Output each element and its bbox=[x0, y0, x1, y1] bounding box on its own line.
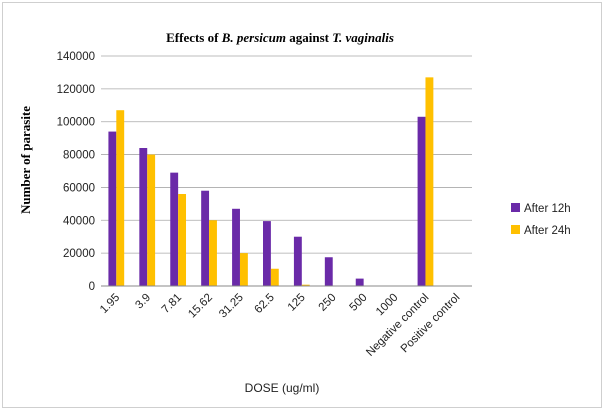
bar-after-24h bbox=[301, 284, 310, 286]
x-tick-label: 7.81 bbox=[160, 292, 184, 316]
bar-after-12h bbox=[232, 208, 240, 286]
legend: After 12h After 24h bbox=[511, 203, 571, 237]
x-tick-label: 125 bbox=[286, 292, 308, 314]
chart-title-part: T. vaginalis bbox=[332, 30, 394, 45]
y-axis-label: Number of parasite bbox=[18, 106, 33, 214]
chart-title-part: against bbox=[286, 30, 332, 45]
x-tick-label: 500 bbox=[348, 292, 370, 314]
x-axis-label: DOSE (ug/ml) bbox=[245, 381, 320, 395]
chart-title: Effects of B. persicum against T. vagina… bbox=[166, 30, 394, 45]
x-tick-label: 15.62 bbox=[186, 292, 215, 321]
x-tick-labels: 1.95 3.9 7.81 15.62 31.25 62.5 125 250 500 1000Ne… bbox=[98, 292, 462, 359]
bar-after-12h bbox=[324, 257, 333, 286]
x-tick-label: 1.95 bbox=[98, 292, 122, 316]
y-tick-label: 120000 bbox=[57, 84, 95, 96]
y-tick-label: 100000 bbox=[57, 117, 95, 129]
y-tick-label: 60000 bbox=[63, 182, 95, 194]
bar-after-12h bbox=[108, 131, 117, 286]
x-tick-label: 62.5 bbox=[253, 292, 277, 316]
bar-after-24h bbox=[116, 110, 125, 286]
chart-frame bbox=[2, 2, 602, 408]
bar-after-24h bbox=[270, 268, 279, 286]
bar-after-12h bbox=[417, 116, 426, 287]
chart-title-part: B. persicum bbox=[221, 30, 286, 45]
bar-after-12h bbox=[139, 148, 148, 286]
y-tick-labels: 0 20000 40000 60000 80000 100000 120000 140000 bbox=[57, 51, 95, 293]
bar-after-24h bbox=[147, 154, 156, 286]
y-tick-label: 20000 bbox=[63, 248, 95, 260]
x-tick-label: 3.9 bbox=[133, 292, 153, 312]
y-tick-label: 140000 bbox=[57, 51, 95, 63]
x-tick-label: Positive control bbox=[399, 292, 463, 356]
y-tick-label: 0 bbox=[89, 281, 95, 293]
bar-after-24h bbox=[425, 77, 434, 286]
bar-after-12h bbox=[293, 236, 302, 286]
legend-label: After 12h bbox=[524, 203, 571, 215]
bar-after-12h bbox=[201, 190, 210, 286]
legend-swatch bbox=[511, 203, 520, 212]
legend-label: After 24h bbox=[524, 225, 571, 237]
x-tick-label: 250 bbox=[317, 292, 339, 314]
bar-after-12h bbox=[170, 172, 179, 286]
bars bbox=[108, 77, 434, 287]
bar-after-12h bbox=[355, 278, 364, 286]
x-tick-label: 1000 bbox=[374, 292, 401, 319]
gridlines bbox=[101, 55, 472, 254]
y-tick-label: 40000 bbox=[63, 215, 95, 227]
x-tick-label: 31.25 bbox=[217, 292, 246, 321]
y-tick-label: 80000 bbox=[63, 150, 95, 162]
legend-swatch bbox=[511, 225, 520, 234]
bar-after-12h bbox=[263, 221, 271, 286]
bar-after-24h bbox=[178, 194, 187, 286]
chart-title-part: Effects of bbox=[166, 30, 222, 45]
bar-after-24h bbox=[239, 253, 248, 286]
bar-after-24h bbox=[209, 220, 217, 286]
